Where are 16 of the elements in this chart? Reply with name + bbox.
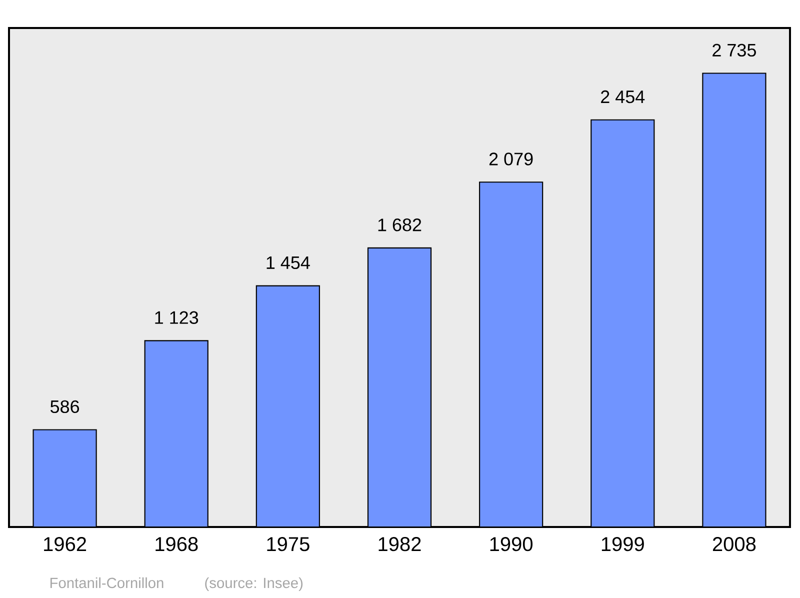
data-label: 1 682 — [378, 218, 422, 232]
data-label: 2 735 — [712, 44, 756, 57]
data-label: 2 454 — [601, 90, 645, 104]
data-label: 2 079 — [489, 152, 533, 166]
data-label: 1 454 — [266, 256, 310, 270]
text: (source: Insee) — [205, 577, 303, 592]
data-label: 1 123 — [155, 311, 198, 324]
x-tick-label: 1990 — [490, 537, 533, 552]
x-tick-label: 2008 — [712, 537, 756, 552]
x-tick-label: 1982 — [378, 537, 421, 552]
x-tick-label: 1962 — [44, 537, 86, 552]
x-tick-label: 1999 — [602, 537, 644, 552]
data-label: 586 — [50, 400, 80, 414]
x-tick-label: 1968 — [156, 537, 198, 552]
x-tick-label: 1975 — [267, 537, 310, 552]
text: Fontanil-Cornillon — [50, 577, 164, 588]
